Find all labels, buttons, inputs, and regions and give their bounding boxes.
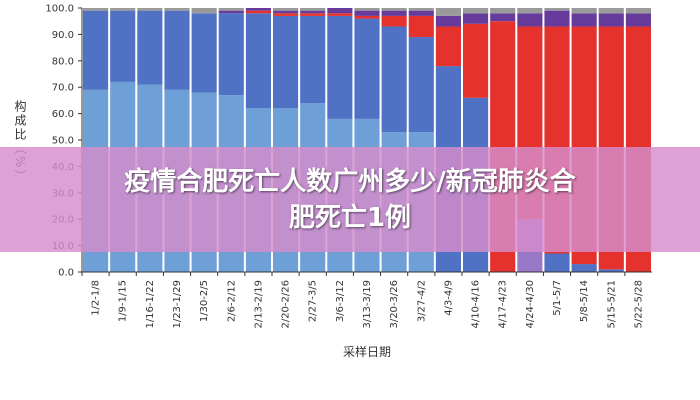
x-tick-label: 3/27-4/2 xyxy=(416,280,427,322)
bar-segment-purple-16 xyxy=(490,13,516,22)
bar-segment-blue-18 xyxy=(544,253,570,272)
bar-segment-gray-21 xyxy=(625,8,651,14)
bar-segment-purple-10 xyxy=(327,8,353,14)
bar-segment-red-9 xyxy=(300,13,326,16)
bar-segment-purple-12 xyxy=(381,10,407,16)
bar-segment-blue-4 xyxy=(164,10,190,90)
bar-segment-blue-10 xyxy=(327,15,353,119)
bar-segment-purple-17 xyxy=(517,13,543,27)
bar-segment-gray-16 xyxy=(490,8,516,14)
bar-segment-purple-7 xyxy=(245,8,271,11)
bar-segment-blue-1 xyxy=(83,10,109,90)
bar-segment-gray-18 xyxy=(544,8,570,11)
y-tick-label: 80.0 xyxy=(52,56,74,67)
bar-segment-purple-11 xyxy=(354,10,380,16)
bar-segment-red-10 xyxy=(327,13,353,16)
bar-segment-red-13 xyxy=(408,15,434,38)
bar-segment-gray-15 xyxy=(463,8,489,14)
bar-segment-gray-11 xyxy=(354,8,380,11)
bar-segment-blue-7 xyxy=(245,13,271,109)
x-tick-label: 1/30-2/5 xyxy=(199,280,210,322)
x-tick-label: 5/1-5/7 xyxy=(552,280,563,316)
bar-segment-blue-2 xyxy=(110,10,136,82)
y-tick-label: 90.0 xyxy=(52,30,74,41)
bar-segment-blue-19 xyxy=(571,264,597,272)
bar-segment-purple-8 xyxy=(273,10,299,14)
x-tick-label: 3/6-3/12 xyxy=(335,280,346,322)
bar-segment-blue-5 xyxy=(191,13,217,93)
bar-segment-purple-15 xyxy=(463,13,489,24)
bar-segment-purple-13 xyxy=(408,10,434,16)
x-tick-label: 4/10-4/16 xyxy=(471,280,482,329)
bar-segment-gray-17 xyxy=(517,8,543,14)
bar-segment-gray-12 xyxy=(381,8,407,11)
bar-segment-blue-11 xyxy=(354,18,380,119)
x-tick-label: 1/23-1/29 xyxy=(172,280,183,329)
bar-segment-gray-4 xyxy=(164,8,190,11)
bar-segment-gray-9 xyxy=(300,8,326,11)
x-tick-label: 2/27-3/5 xyxy=(308,280,319,322)
x-tick-label: 2/20-2/26 xyxy=(281,280,292,329)
bar-segment-red-12 xyxy=(381,15,407,27)
bar-segment-red-11 xyxy=(354,15,380,19)
bar-segment-purple-6 xyxy=(218,10,244,14)
title-banner: 疫情合肥死亡人数广州多少/新冠肺炎合 肥死亡1例 xyxy=(0,147,700,252)
banner-title-line-2: 肥死亡1例 xyxy=(288,202,412,233)
bar-segment-gray-1 xyxy=(83,8,109,11)
bar-segment-blue-6 xyxy=(218,13,244,96)
x-tick-label: 5/15-5/21 xyxy=(606,280,617,329)
x-tick-label: 4/17-4/23 xyxy=(498,280,509,329)
x-tick-label: 2/13-2/19 xyxy=(253,280,264,329)
y-tick-label: 50.0 xyxy=(52,136,74,147)
bar-segment-gray-14 xyxy=(435,8,461,16)
bar-segment-gray-20 xyxy=(598,8,624,14)
bar-segment-gray-13 xyxy=(408,8,434,11)
x-tick-label: 1/16-1/22 xyxy=(145,280,156,329)
x-tick-label: 1/2-1/8 xyxy=(91,280,102,316)
bar-segment-blue-3 xyxy=(137,10,163,85)
x-tick-label: 4/24-4/30 xyxy=(525,280,536,329)
x-tick-label: 3/13-3/19 xyxy=(362,280,373,329)
y-tick-label: 70.0 xyxy=(52,83,74,94)
bar-segment-blue-13 xyxy=(408,37,434,133)
x-tick-label: 4/3-4/9 xyxy=(443,280,454,316)
bar-segment-gray-6 xyxy=(218,8,244,11)
bar-segment-gray-8 xyxy=(273,8,299,11)
y-tick-label: 100.0 xyxy=(45,4,74,15)
x-axis-title: 采样日期 xyxy=(343,344,391,359)
bar-segment-purple-18 xyxy=(544,10,570,27)
bar-segment-gray-3 xyxy=(137,8,163,11)
bar-segment-red-8 xyxy=(273,13,299,16)
y-tick-label: 0.0 xyxy=(58,268,74,279)
bar-segment-gray-2 xyxy=(110,8,136,11)
bar-segment-gray-5 xyxy=(191,8,217,14)
bar-segment-purple-21 xyxy=(625,13,651,27)
bar-segment-purple-20 xyxy=(598,13,624,27)
y-tick-label: 60.0 xyxy=(52,109,74,120)
x-tick-label: 5/22-5/28 xyxy=(633,280,644,329)
x-tick-label: 1/9-1/15 xyxy=(118,280,129,322)
bar-segment-blue-12 xyxy=(381,26,407,133)
x-tick-label: 5/8-5/14 xyxy=(579,280,590,322)
bar-segment-gray-19 xyxy=(571,8,597,14)
bar-segment-purple-9 xyxy=(300,10,326,14)
bar-segment-blue-9 xyxy=(300,15,326,104)
bar-segment-purple-19 xyxy=(571,13,597,27)
bar-segment-blue-8 xyxy=(273,15,299,109)
bar-segment-red-14 xyxy=(435,26,461,67)
banner-title-line-1: 疫情合肥死亡人数广州多少/新冠肺炎合 xyxy=(124,166,576,197)
bar-segment-blue-20 xyxy=(598,269,624,272)
x-tick-label: 3/20-3/26 xyxy=(389,280,400,329)
bar-segment-red-15 xyxy=(463,23,489,98)
bar-segment-red-7 xyxy=(245,10,271,14)
x-tick-label: 2/6-2/12 xyxy=(226,280,237,322)
bar-segment-purple-14 xyxy=(435,15,461,27)
